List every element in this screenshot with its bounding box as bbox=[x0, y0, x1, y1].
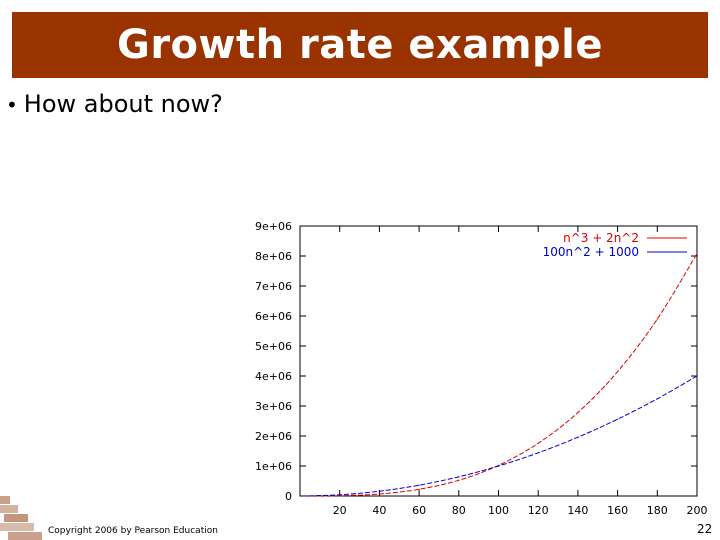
x-tick-label: 40 bbox=[372, 504, 386, 517]
x-tick-label: 100 bbox=[488, 504, 509, 517]
bullet-item: • How about now? bbox=[6, 90, 223, 118]
data-point bbox=[696, 253, 698, 255]
data-point bbox=[537, 452, 539, 454]
y-tick-label: 9e+06 bbox=[255, 220, 292, 233]
y-tick-label: 6e+06 bbox=[255, 310, 292, 323]
data-point bbox=[577, 411, 579, 414]
x-tick-label: 60 bbox=[412, 504, 426, 517]
data-point bbox=[537, 442, 539, 444]
data-point bbox=[418, 488, 420, 490]
data-point bbox=[458, 476, 460, 478]
x-tick-label: 200 bbox=[687, 504, 708, 517]
data-point bbox=[378, 493, 380, 495]
y-tick-label: 1e+06 bbox=[255, 460, 292, 473]
plot-frame bbox=[299, 225, 698, 497]
data-point bbox=[617, 418, 619, 420]
y-tick-label: 0 bbox=[285, 490, 292, 503]
x-tick-label: 160 bbox=[607, 504, 628, 517]
title-bar: Growth rate example bbox=[12, 12, 708, 78]
x-tick-label: 140 bbox=[567, 504, 588, 517]
data-point bbox=[339, 494, 341, 496]
y-tick-label: 3e+06 bbox=[255, 400, 292, 413]
y-tick-label: 8e+06 bbox=[255, 250, 292, 263]
x-tick-label: 80 bbox=[452, 504, 466, 517]
page-number: 22 bbox=[697, 522, 713, 536]
data-point bbox=[696, 375, 698, 377]
data-point bbox=[577, 436, 579, 438]
data-point bbox=[378, 490, 380, 492]
series-line-1 bbox=[301, 253, 698, 497]
series-line-2 bbox=[301, 375, 698, 497]
data-point bbox=[458, 479, 460, 481]
y-tick-label: 2e+06 bbox=[255, 430, 292, 443]
y-tick-label: 7e+06 bbox=[255, 280, 292, 293]
x-tick-label: 180 bbox=[647, 504, 668, 517]
data-point bbox=[656, 398, 658, 400]
y-tick-label: 5e+06 bbox=[255, 340, 292, 353]
bullet-icon: • bbox=[6, 93, 18, 117]
brick-decoration-icon bbox=[0, 496, 42, 540]
data-point bbox=[617, 370, 619, 373]
slide-title: Growth rate example bbox=[117, 22, 603, 68]
x-tick-label: 120 bbox=[528, 504, 549, 517]
y-tick-label: 4e+06 bbox=[255, 370, 292, 383]
legend-label-2: 100n^2 + 1000 bbox=[543, 245, 639, 259]
data-point bbox=[497, 465, 500, 467]
legend-label-1: n^3 + 2n^2 bbox=[563, 231, 639, 245]
x-tick-label: 20 bbox=[333, 504, 347, 517]
data-point bbox=[301, 495, 303, 497]
copyright-footer: Copyright 2006 by Pearson Education bbox=[48, 526, 218, 536]
data-point bbox=[656, 318, 658, 320]
bullet-text: How about now? bbox=[23, 90, 223, 118]
data-point bbox=[418, 484, 420, 486]
data-point bbox=[339, 495, 341, 497]
